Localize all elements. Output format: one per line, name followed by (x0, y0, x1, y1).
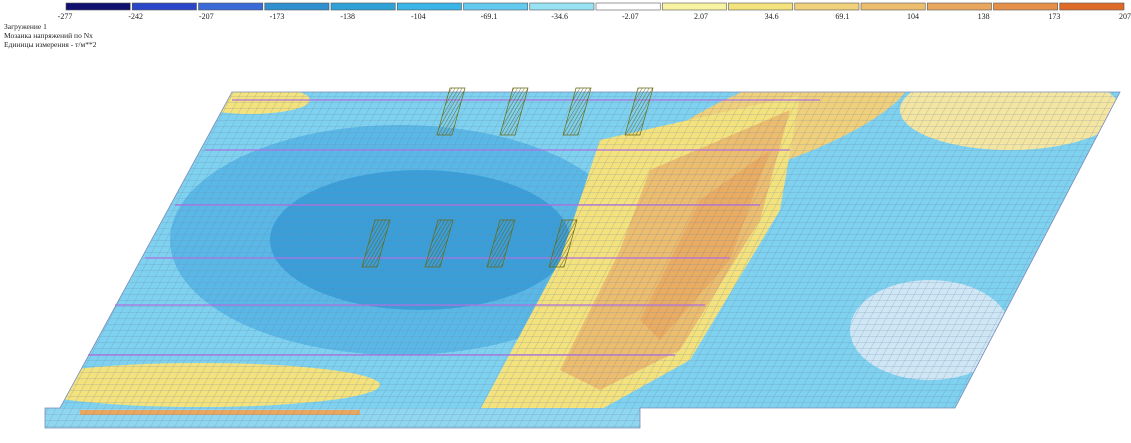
screen: -277-242-207-173-138-104-69.1-34.6-2.072… (0, 0, 1131, 443)
model-view (0, 0, 1131, 443)
